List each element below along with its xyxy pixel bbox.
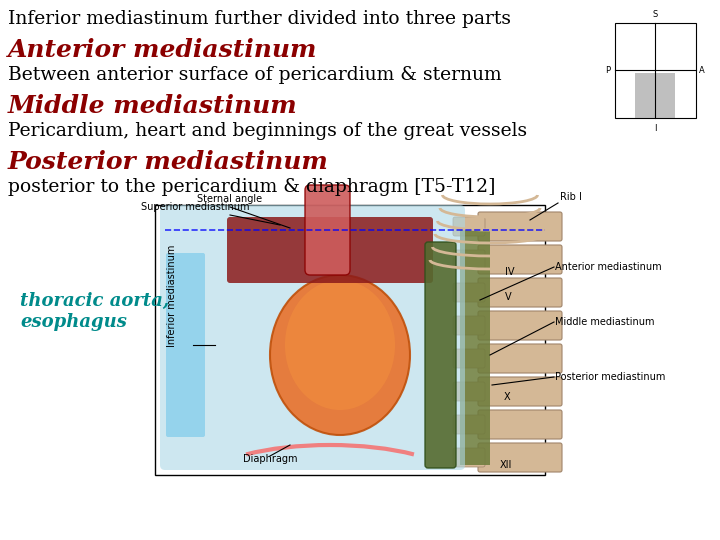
Text: P: P: [605, 66, 610, 75]
Text: XII: XII: [500, 460, 513, 470]
Text: Between anterior surface of pericardium & sternum: Between anterior surface of pericardium …: [8, 66, 502, 84]
Text: I: I: [654, 124, 657, 133]
FancyBboxPatch shape: [478, 278, 562, 307]
Ellipse shape: [270, 275, 410, 435]
Text: Posterior mediastinum: Posterior mediastinum: [8, 150, 329, 174]
Text: thoracic aorta,
esophagus: thoracic aorta, esophagus: [20, 292, 169, 331]
FancyBboxPatch shape: [478, 344, 562, 373]
FancyBboxPatch shape: [478, 245, 562, 274]
FancyBboxPatch shape: [160, 205, 465, 470]
Text: Middle mediastinum: Middle mediastinum: [555, 317, 654, 327]
FancyBboxPatch shape: [478, 212, 562, 241]
Text: Anterior mediastinum: Anterior mediastinum: [8, 38, 318, 62]
FancyBboxPatch shape: [478, 443, 562, 472]
FancyBboxPatch shape: [227, 217, 433, 283]
FancyBboxPatch shape: [453, 283, 485, 302]
FancyBboxPatch shape: [478, 410, 562, 439]
Text: Rib I: Rib I: [560, 192, 582, 202]
Text: Diaphragm: Diaphragm: [243, 454, 297, 464]
FancyBboxPatch shape: [453, 415, 485, 434]
FancyBboxPatch shape: [305, 185, 350, 275]
Bar: [155, 205, 545, 475]
FancyBboxPatch shape: [453, 217, 485, 236]
Ellipse shape: [285, 280, 395, 410]
FancyBboxPatch shape: [453, 316, 485, 335]
FancyBboxPatch shape: [425, 242, 456, 468]
Text: posterior to the pericardium & diaphragm [T5-T12]: posterior to the pericardium & diaphragm…: [8, 178, 495, 196]
Text: Posterior mediastinum: Posterior mediastinum: [555, 372, 665, 382]
Text: Sternal angle: Sternal angle: [197, 194, 263, 204]
Text: Inferior mediastinum further divided into three parts: Inferior mediastinum further divided int…: [8, 10, 511, 28]
Bar: [615, 23, 696, 118]
Text: IV: IV: [505, 267, 515, 277]
Bar: [635, 72, 675, 118]
FancyBboxPatch shape: [453, 448, 485, 467]
Text: Pericardium, heart and beginnings of the great vessels: Pericardium, heart and beginnings of the…: [8, 122, 527, 140]
FancyBboxPatch shape: [478, 377, 562, 406]
FancyBboxPatch shape: [478, 311, 562, 340]
Text: X: X: [504, 392, 510, 402]
Text: Anterior mediastinum: Anterior mediastinum: [555, 262, 662, 272]
Text: Middle mediastinum: Middle mediastinum: [8, 94, 298, 118]
Text: V: V: [505, 292, 512, 302]
Text: A: A: [698, 66, 704, 75]
Text: S: S: [652, 10, 658, 19]
FancyBboxPatch shape: [166, 253, 205, 437]
FancyBboxPatch shape: [453, 382, 485, 401]
Text: Superior mediastinum: Superior mediastinum: [140, 202, 249, 212]
Text: Inferior mediastinum: Inferior mediastinum: [167, 245, 177, 347]
Bar: [460, 230, 490, 465]
FancyBboxPatch shape: [453, 250, 485, 269]
FancyBboxPatch shape: [453, 349, 485, 368]
